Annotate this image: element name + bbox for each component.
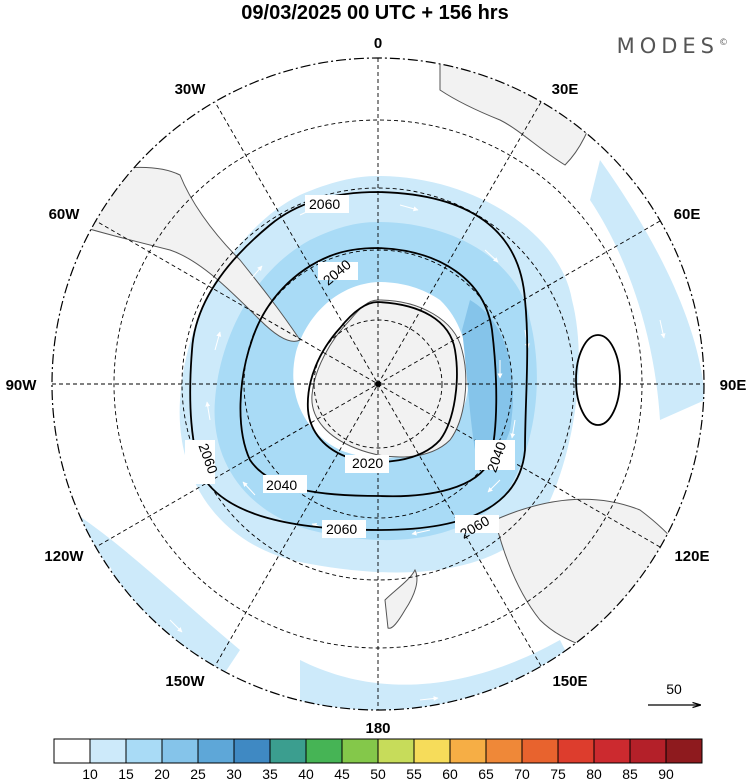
wind-arrow	[510, 419, 516, 439]
longitude-labels: 0 30E 60E 90E 120E 150E 180 150W 120W 90…	[6, 35, 747, 737]
lon-label-120w: 120W	[44, 548, 84, 565]
wind-arrow	[169, 619, 183, 633]
africa-land	[439, 58, 601, 166]
south-america-land	[59, 166, 301, 342]
lon-label-60e: 60E	[674, 206, 701, 223]
lon-label-30w: 30W	[175, 81, 207, 98]
legend-swatch	[341, 738, 379, 764]
reference-vector: 50	[648, 681, 700, 705]
legend-tick-label: 10	[82, 766, 98, 782]
subtropical-band-east	[590, 160, 704, 420]
lon-label-120e: 120E	[674, 548, 709, 565]
legend-tick-label: 85	[622, 766, 638, 782]
reference-vector-label: 50	[666, 681, 682, 697]
legend-swatch	[557, 738, 595, 764]
color-legend: 10 15 20 25 30 35 40 45 50 55 60 65 70 75 80 85 90	[53, 738, 703, 782]
contour-label: 2020	[352, 455, 383, 471]
legend-tick-label: 65	[478, 766, 494, 782]
jet-ring-mid	[214, 222, 537, 541]
legend-tick-label: 35	[262, 766, 278, 782]
subtropical-band-west	[52, 500, 240, 710]
legend-tick-label: 50	[370, 766, 386, 782]
legend-swatch	[629, 738, 667, 764]
map-title: 09/03/2025 00 UTC + 156 hrs	[241, 2, 509, 24]
legend-swatch	[377, 738, 415, 764]
wind-arrow	[419, 696, 439, 701]
legend-swatch	[53, 738, 91, 764]
contour-middle	[239, 247, 498, 498]
lon-label-150w: 150W	[165, 673, 205, 690]
legend-swatch	[485, 738, 523, 764]
australia-land	[494, 498, 701, 657]
contour-label: 2040	[266, 477, 297, 493]
lon-label-90w: 90W	[6, 377, 38, 394]
wind-arrow	[214, 331, 222, 351]
jet-core	[462, 300, 514, 467]
legend-tick-label: 20	[154, 766, 170, 782]
legend-tick-label: 15	[118, 766, 134, 782]
legend-tick-label: 30	[226, 766, 242, 782]
wind-arrow	[609, 249, 619, 267]
south-pole-dot	[375, 381, 381, 387]
contour-closed-high	[575, 334, 621, 426]
legend-swatch	[665, 738, 703, 764]
copyright-mark: ©	[719, 38, 728, 48]
wind-arrow	[249, 265, 263, 281]
map-boundary	[51, 57, 705, 711]
legend-tick-label: 80	[586, 766, 602, 782]
legend-swatch	[233, 738, 271, 764]
legend-swatch	[449, 738, 487, 764]
wind-arrow	[411, 529, 431, 536]
contour-label-group: 2060 2040 2020 2040 2060 2060 2040 2060	[185, 195, 515, 542]
legend-swatch	[413, 738, 451, 764]
lon-label-150e: 150E	[552, 673, 587, 690]
legend-swatch	[89, 738, 127, 764]
lon-label-30e: 30E	[552, 81, 579, 98]
subtropical-band-south	[300, 640, 590, 710]
contour-label: 2060	[309, 196, 340, 212]
contour-outer	[189, 191, 529, 531]
brand-logo: MODES©	[617, 34, 728, 58]
legend-tick-label: 25	[190, 766, 206, 782]
antarctica-land	[311, 299, 467, 458]
legend-tick-label: 75	[550, 766, 566, 782]
legend-swatch	[125, 738, 163, 764]
legend-tick-label: 70	[514, 766, 530, 782]
lon-label-60w: 60W	[49, 206, 81, 223]
legend-swatch	[521, 738, 559, 764]
wind-arrow	[487, 479, 501, 493]
wind-arrow	[659, 319, 666, 339]
lon-label-0: 0	[374, 35, 382, 52]
wind-arrow	[399, 204, 419, 212]
new-zealand-land	[384, 568, 418, 629]
contour-label: 2060	[326, 521, 357, 537]
legend-swatch	[197, 738, 235, 764]
legend-tick-label: 60	[442, 766, 458, 782]
brand-name: MODES	[616, 34, 719, 58]
wind-arrow	[205, 401, 211, 421]
legend-tick-label: 90	[658, 766, 674, 782]
legend-swatch	[161, 738, 199, 764]
legend-swatch	[593, 738, 631, 764]
lon-label-180: 180	[365, 720, 390, 737]
lon-label-90e: 90E	[720, 377, 747, 394]
legend-tick-label: 40	[298, 766, 314, 782]
wind-arrow	[242, 481, 256, 496]
legend-tick-label: 45	[334, 766, 350, 782]
legend-swatch	[305, 738, 343, 764]
legend-swatch	[269, 738, 307, 764]
wind-arrow	[484, 249, 499, 263]
legend-tick-label: 55	[406, 766, 422, 782]
